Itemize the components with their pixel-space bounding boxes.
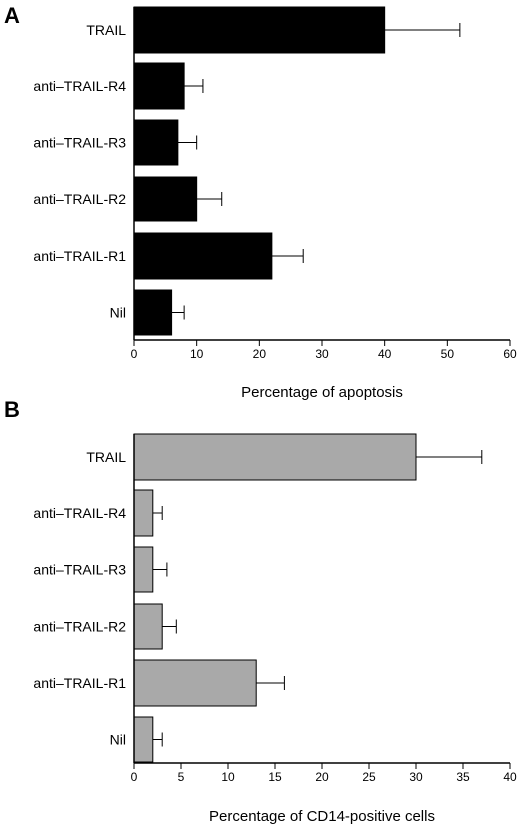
bar — [133, 232, 273, 280]
category-label: anti–TRAIL-R3 — [33, 562, 126, 578]
x-tick-label: 40 — [503, 770, 517, 784]
bar — [133, 6, 386, 54]
category-label: Nil — [110, 305, 126, 321]
bar — [133, 716, 154, 763]
category-label: TRAIL — [86, 22, 126, 38]
x-tick-label: 10 — [190, 347, 204, 361]
bar — [133, 603, 163, 650]
bar — [133, 119, 179, 166]
panel-b-chart: B TRAIL anti–TRAIL-R4 anti–TRAIL-R3 anti–TR… — [4, 397, 517, 825]
x-tick-label: 0 — [131, 770, 138, 784]
bar — [133, 489, 154, 537]
x-tick-label: 30 — [409, 770, 423, 784]
x-tick-label: 60 — [503, 347, 517, 361]
category-label: anti–TRAIL-R2 — [33, 619, 126, 635]
panel-letter-a: A — [4, 3, 20, 28]
x-tick-label: 20 — [315, 770, 329, 784]
x-tick-label: 20 — [253, 347, 267, 361]
x-tick-label: 15 — [268, 770, 282, 784]
x-tick-label: 30 — [315, 347, 329, 361]
category-label: anti–TRAIL-R1 — [33, 248, 126, 264]
x-tick-label: 25 — [362, 770, 376, 784]
category-label: anti–TRAIL-R4 — [33, 78, 126, 94]
x-tick-label: 35 — [456, 770, 470, 784]
bar — [133, 433, 417, 481]
category-label: anti–TRAIL-R1 — [33, 675, 126, 691]
bar — [133, 289, 173, 336]
x-tick-label: 0 — [131, 347, 138, 361]
bar — [133, 62, 185, 110]
x-tick-label: 5 — [178, 770, 185, 784]
x-tick-label: 10 — [221, 770, 235, 784]
bar — [133, 176, 198, 222]
x-axis-title: Percentage of CD14-positive cells — [209, 808, 435, 825]
category-label: TRAIL — [86, 449, 126, 465]
panel-letter-b: B — [4, 397, 20, 422]
bar — [133, 659, 257, 707]
category-label: anti–TRAIL-R3 — [33, 135, 126, 151]
category-label: Nil — [110, 732, 126, 748]
bar — [133, 546, 154, 593]
x-axis-title: Percentage of apoptosis — [241, 384, 403, 401]
category-label: anti–TRAIL-R4 — [33, 505, 126, 521]
x-tick-label: 50 — [441, 347, 455, 361]
x-tick-label: 40 — [378, 347, 392, 361]
category-label: anti–TRAIL-R2 — [33, 191, 126, 207]
panel-a-chart: A TRAIL anti–TRAIL-R4 anti–TRAIL-R3 anti–TR… — [4, 3, 517, 401]
